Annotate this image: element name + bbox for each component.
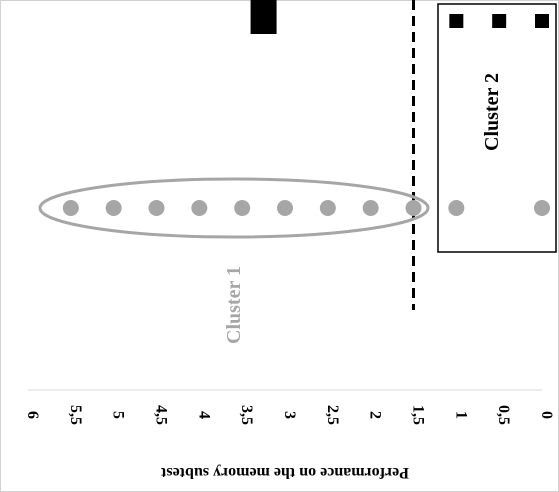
outlier-point: [448, 200, 465, 216]
outlier-point: [534, 200, 550, 216]
cluster-1-ellipse: [38, 177, 430, 239]
cluster-2-point: [492, 14, 507, 28]
cluster-1-point: [105, 200, 122, 216]
tick-label: 3,5: [238, 405, 255, 425]
cluster-1-point: [277, 200, 293, 216]
cluster-1-point: [319, 200, 336, 216]
cluster-1-point: [405, 200, 422, 216]
cluster-2-label: Cluster 2: [481, 73, 503, 151]
cluster-2-point: [535, 14, 549, 28]
tick-label: 5,5: [67, 405, 84, 425]
y-axis-title: Performance on the memory subtest: [160, 464, 409, 481]
tick-label: 1,5: [410, 405, 427, 425]
tick-label: 3: [281, 411, 298, 419]
cluster-1-point: [234, 200, 251, 216]
cluster-1-point: [362, 200, 379, 216]
cluster-1-label: Cluster 1: [223, 266, 245, 344]
tick-label: 0,5: [495, 405, 512, 425]
tick-label: 2,5: [324, 405, 341, 425]
cluster-1-point: [191, 200, 208, 216]
cluster-1-point: [62, 200, 79, 216]
block-point: [250, 0, 277, 34]
tick-label: 0: [538, 411, 555, 419]
tick-label: 1: [452, 411, 469, 419]
tick-label: 5: [110, 411, 127, 419]
tick-label: 4,5: [153, 405, 170, 425]
tick-label: 4: [195, 411, 212, 419]
cluster-2-point: [449, 14, 464, 28]
tick-label: 6: [24, 411, 41, 419]
cluster-1-point: [148, 200, 165, 216]
tick-label: 2: [367, 411, 384, 419]
